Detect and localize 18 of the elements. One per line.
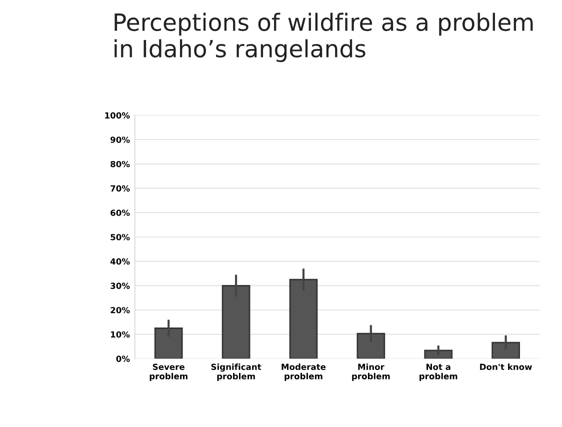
y-tick-label: 100% — [105, 112, 130, 119]
chart-title: Perceptions of wildfire as a problem in Idaho’s rangelands — [114, 12, 533, 62]
y-tick-label: 20% — [110, 306, 130, 314]
x-tick-label: Don't know — [480, 364, 532, 370]
y-tick-label: 30% — [110, 282, 130, 289]
x-tick-label: Significant problem — [211, 364, 262, 382]
x-tick-label: Severe problem — [150, 364, 188, 381]
y-tick-label: 40% — [110, 258, 130, 265]
y-tick-label: 50% — [110, 234, 130, 240]
y-tick-label: 0% — [116, 356, 130, 362]
x-tick-label: Minor problem — [352, 364, 390, 381]
x-tick-label: Not a problem — [420, 364, 458, 381]
y-tick-label: 80% — [110, 160, 130, 168]
y-tick-label: 60% — [110, 210, 130, 216]
y-tick-label: 70% — [110, 185, 130, 192]
y-tick-label: 90% — [110, 136, 130, 143]
y-tick-label: 10% — [111, 331, 130, 338]
x-tick-label: Moderate problem — [282, 364, 326, 381]
